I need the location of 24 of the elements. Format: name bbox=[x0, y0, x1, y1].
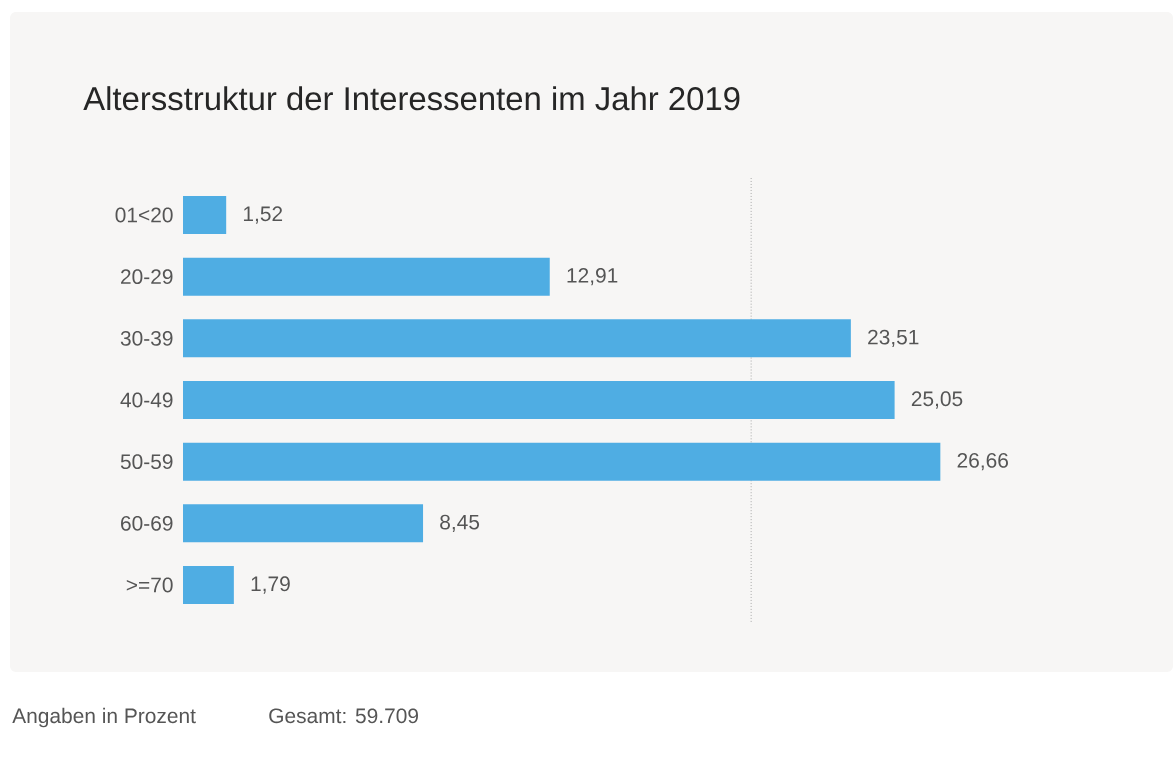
y-tick-label: >=70 bbox=[126, 577, 173, 593]
data-label: 23,51 bbox=[868, 329, 919, 347]
data-label: 12,91 bbox=[567, 268, 618, 286]
bar bbox=[183, 565, 234, 604]
data-label: 8,45 bbox=[440, 514, 480, 532]
y-tick-label: 20-29 bbox=[121, 269, 173, 285]
y-tick-label: 40-49 bbox=[120, 392, 173, 408]
bar bbox=[183, 442, 941, 481]
data-label: 1,79 bbox=[251, 576, 290, 594]
bar bbox=[183, 380, 895, 419]
y-tick-label: 30-39 bbox=[120, 330, 173, 346]
bar bbox=[183, 319, 851, 358]
y-tick-label: 50-59 bbox=[120, 454, 173, 470]
bar bbox=[183, 195, 227, 234]
bar bbox=[183, 504, 424, 543]
data-label: 25,05 bbox=[911, 391, 963, 409]
data-label: 26,66 bbox=[957, 453, 1008, 471]
text: Gesamt: 59.709 bbox=[269, 708, 418, 724]
chart-title: Altersstruktur der Interessenten im Jahr 2019 bbox=[83, 86, 740, 111]
data-label: 1,52 bbox=[243, 206, 283, 224]
y-tick-label: 60-69 bbox=[121, 515, 173, 531]
bar bbox=[183, 257, 550, 296]
y-tick-label: 01<20 bbox=[115, 207, 173, 223]
text: Angaben in Prozent bbox=[12, 707, 196, 728]
